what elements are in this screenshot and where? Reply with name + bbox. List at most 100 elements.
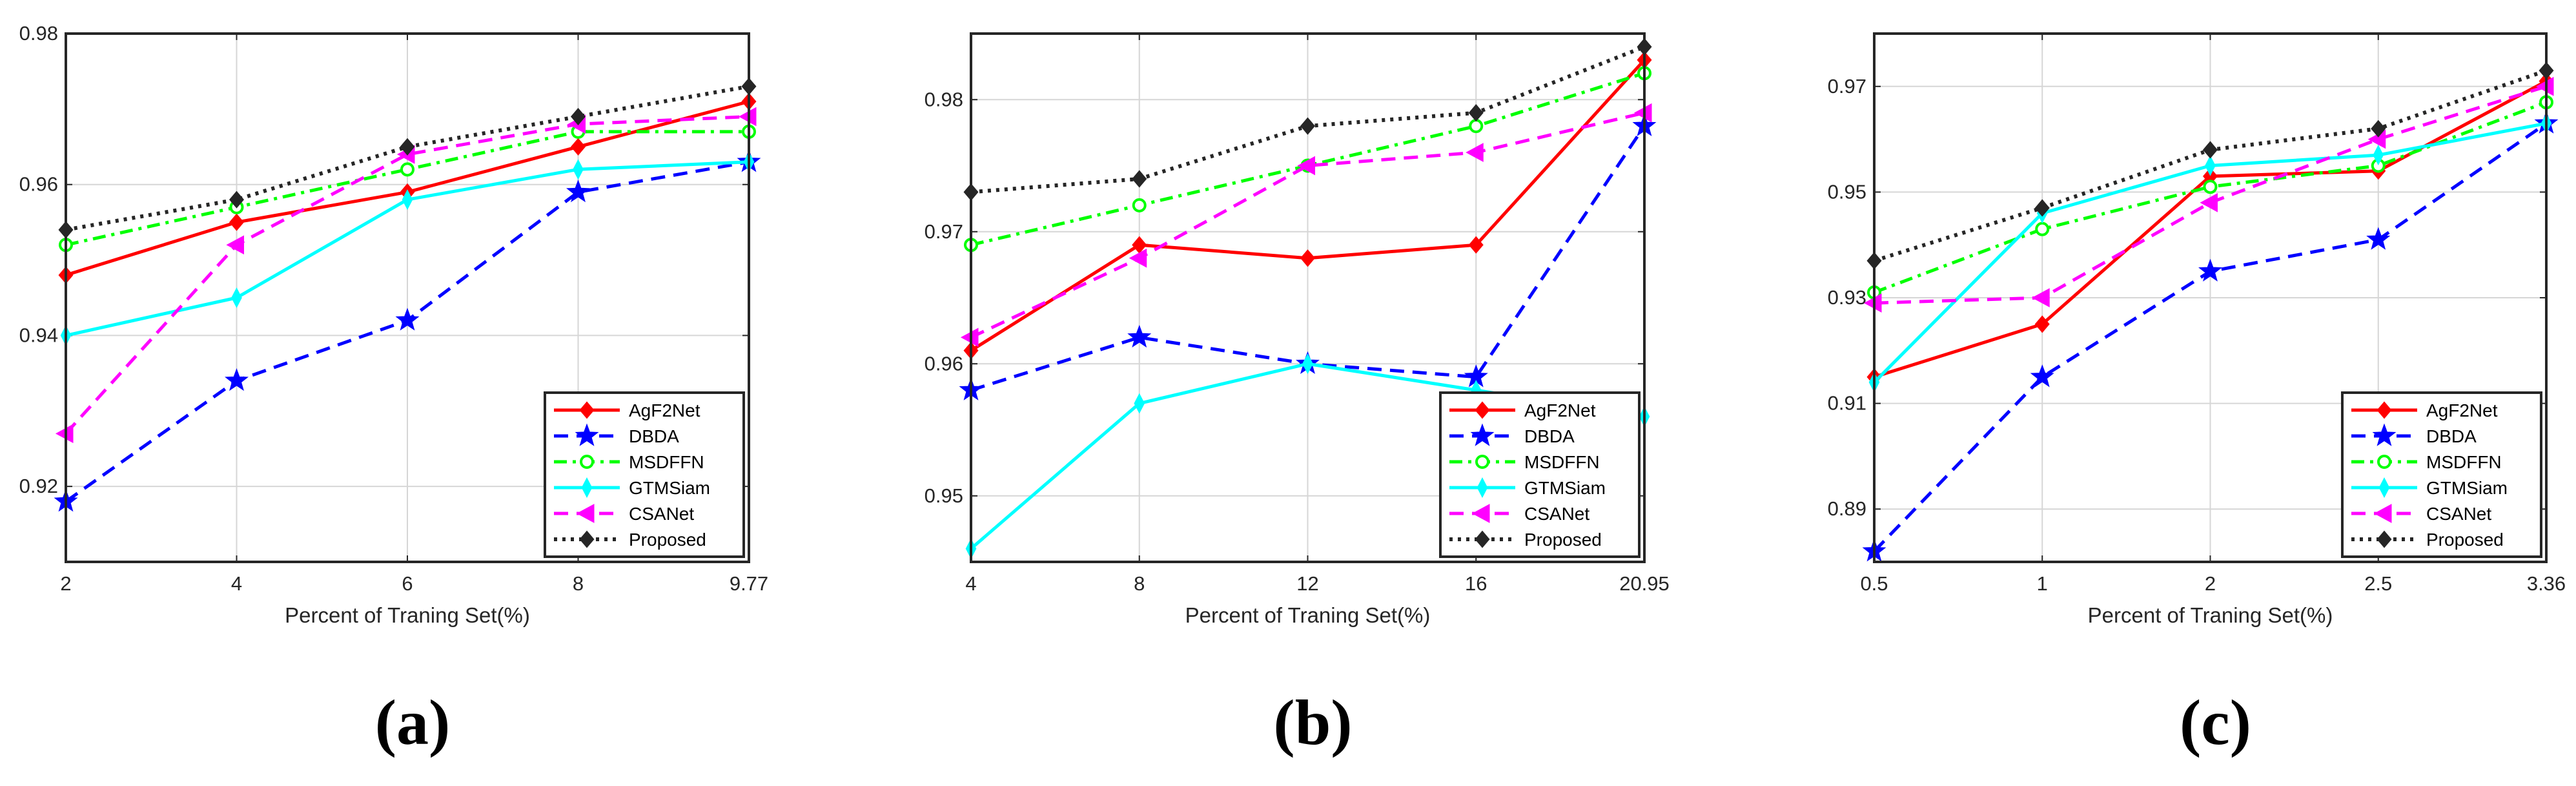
panel-c-point-gtmsiam-2-5 — [2373, 145, 2384, 166]
panel-c-label: (c) — [2180, 687, 2251, 758]
panel-b-axes-frame — [970, 32, 1646, 563]
panel-b-xtick-label-8: 8 — [1134, 572, 1145, 595]
panel-b-legend-marker-dbda — [1470, 423, 1495, 446]
panel-b-point-agf2net-16 — [1468, 236, 1484, 254]
panel-b-point-msdffn-16 — [1469, 119, 1484, 134]
panel-c-legend-label-agf2net: AgF2Net — [2426, 400, 2498, 420]
panel-b-xtick-label-4: 4 — [965, 572, 976, 595]
panel-a-legend-label-msdffn: MSDFFN — [629, 452, 704, 472]
panel-a-series-gtmsiam — [60, 151, 755, 346]
panel-b-point-agf2net-12 — [1300, 249, 1316, 267]
panel-c-legend-marker-dbda — [2372, 423, 2397, 446]
panel-a-legend-label-dbda: DBDA — [629, 426, 679, 446]
panel-b-ytick-label-0-97: 0.97 — [925, 220, 963, 243]
panel-b-legend-label-msdffn: MSDFFN — [1524, 452, 1600, 472]
panel-a-xtick-label-8: 8 — [573, 572, 584, 595]
panel-c-xtick-label-3-36: 3.36 — [2527, 572, 2566, 595]
panel-c-legend-marker-gtmsiam — [2378, 477, 2390, 498]
panel-a-legend-marker-dbda — [575, 423, 599, 446]
panel-b-point-msdffn-8 — [1132, 198, 1147, 212]
panel-c-legend-marker-csanet — [2373, 504, 2392, 523]
panel-c-xtick-label-1: 1 — [2037, 572, 2048, 595]
panel-a-chart: 2 4 6 8 9.77 0.92 0.94 0.96 0.98 Percent of Trani… — [19, 22, 769, 758]
panel-b-legend-marker-proposed — [1475, 530, 1490, 548]
panel-c-ytick-label-0-95: 0.95 — [1828, 180, 1866, 203]
panel-c-point-dbda-1 — [2030, 364, 2054, 388]
panel-c-legend-marker-agf2net — [2377, 401, 2392, 419]
panel-a-legend-label-agf2net: AgF2Net — [629, 400, 700, 420]
panel-b-x-axis-label: Percent of Traning Set(%) — [1185, 603, 1431, 627]
panel-a-point-proposed-4 — [229, 191, 245, 209]
panel-b-xtick-label-16: 16 — [1465, 572, 1487, 595]
panel-b-series-agf2net — [963, 51, 1652, 360]
panel-a-point-proposed-6 — [400, 138, 415, 156]
panel-c-legend-label-dbda: DBDA — [2426, 426, 2477, 446]
panel-a-point-gtmsiam-8 — [573, 159, 584, 180]
panel-a-point-dbda-6 — [395, 307, 420, 331]
panel-c-xtick-label-0-5: 0.5 — [1860, 572, 1888, 595]
panel-a-line-csanet — [65, 115, 750, 435]
panel-b-legend-marker-msdffn — [1475, 455, 1489, 469]
panel-c-xtick-label-2-5: 2.5 — [2364, 572, 2392, 595]
panel-b-legend-marker-agf2net — [1475, 401, 1490, 419]
panel-a-legend: AgF2Net DBDA MSDFFN GTMSiam CSANet Proposed — [544, 391, 745, 558]
panel-c-series-csanet — [1863, 76, 2554, 313]
panel-a-ytick-label-0-96: 0.96 — [19, 173, 58, 196]
panel-c-point-csanet-2 — [2200, 192, 2218, 212]
panel-c-axes-frame — [1873, 32, 2548, 563]
panel-c-ytick-label-0-91: 0.91 — [1828, 392, 1866, 415]
panel-c-point-proposed-2 — [2202, 141, 2218, 159]
panel-c-legend: AgF2Net DBDA MSDFFN GTMSiam CSANet Proposed — [2341, 391, 2542, 558]
panel-c-legend-marker-msdffn — [2377, 455, 2391, 469]
panel-b-ytick-label-0-95: 0.95 — [925, 484, 963, 507]
panel-a-point-csanet-4 — [226, 235, 244, 255]
panel-b-legend-box — [1439, 391, 1641, 558]
panel-b-point-csanet-16 — [1466, 143, 1484, 162]
panel-b-legend: AgF2Net DBDA MSDFFN GTMSiam CSANet Proposed — [1439, 391, 1641, 558]
panel-a-legend-marker-csanet — [576, 504, 595, 523]
panel-a-label: (a) — [375, 687, 451, 758]
panel-b-ytick-label-0-98: 0.98 — [925, 88, 963, 110]
panel-a-point-msdffn-6 — [400, 162, 414, 177]
panel-c-chart: 0.5 1 2 2.5 3.36 0.89 0.91 0.93 0.95 0.97 Percent … — [1828, 32, 2566, 758]
panel-a-ytick-label-0-92: 0.92 — [19, 475, 58, 497]
panel-a-point-agf2net-4 — [229, 213, 245, 231]
panel-a-point-agf2net-8 — [570, 138, 586, 156]
panel-c-point-dbda-2-5 — [2366, 227, 2391, 250]
panel-b-point-proposed-12 — [1300, 117, 1316, 135]
panel-a-axes-frame — [65, 32, 750, 563]
panel-a-legend-marker-proposed — [579, 530, 595, 548]
panel-c-x-axis-label: Percent of Traning Set(%) — [2088, 603, 2333, 627]
panel-a-legend-label-csanet: CSANet — [629, 504, 694, 524]
panel-b-legend-label-gtmsiam: GTMSiam — [1524, 478, 1606, 498]
panel-c-xtick-label-2: 2 — [2205, 572, 2216, 595]
panel-b-point-proposed-8 — [1132, 170, 1147, 188]
panel-a-legend-box — [544, 391, 745, 558]
panel-b-point-dbda-8 — [1127, 324, 1152, 348]
panel-a-xtick-label-9-77: 9.77 — [730, 572, 768, 595]
panel-b-series-proposed — [963, 37, 1652, 201]
panel-c-point-msdffn-1 — [2035, 222, 2050, 236]
panel-b-chart: 4 8 12 16 20.95 0.95 0.96 0.97 0.98 Percent of Tr… — [925, 32, 1670, 758]
panel-a-legend-label-proposed: Proposed — [629, 530, 706, 550]
panel-b-point-csanet-12 — [1297, 156, 1315, 176]
panel-c-point-csanet-1 — [2032, 288, 2050, 307]
panel-a-ytick-label-0-94: 0.94 — [19, 324, 58, 346]
panel-b-legend-label-dbda: DBDA — [1524, 426, 1575, 446]
panel-a-xtick-label-2: 2 — [60, 572, 71, 595]
panel-a-legend-marker-agf2net — [579, 401, 595, 419]
panel-c-point-proposed-1 — [2034, 199, 2050, 217]
panel-b-ytick-label-0-96: 0.96 — [925, 352, 963, 375]
panel-c-point-dbda-2 — [2198, 258, 2222, 282]
panel-b-xtick-label-12: 12 — [1296, 572, 1318, 595]
panel-a-legend-marker-msdffn — [580, 455, 594, 469]
panel-c-ytick-label-0-97: 0.97 — [1828, 75, 1866, 98]
panel-a-line-msdffn — [65, 130, 749, 247]
panel-c-line-csanet — [1874, 85, 2547, 305]
panel-c-ytick-label-0-89: 0.89 — [1828, 497, 1866, 520]
panel-c-legend-label-gtmsiam: GTMSiam — [2426, 478, 2508, 498]
panel-b-legend-marker-gtmsiam — [1477, 477, 1488, 498]
panel-c-legend-box — [2341, 391, 2542, 558]
panel-c-legend-label-msdffn: MSDFFN — [2426, 452, 2502, 472]
